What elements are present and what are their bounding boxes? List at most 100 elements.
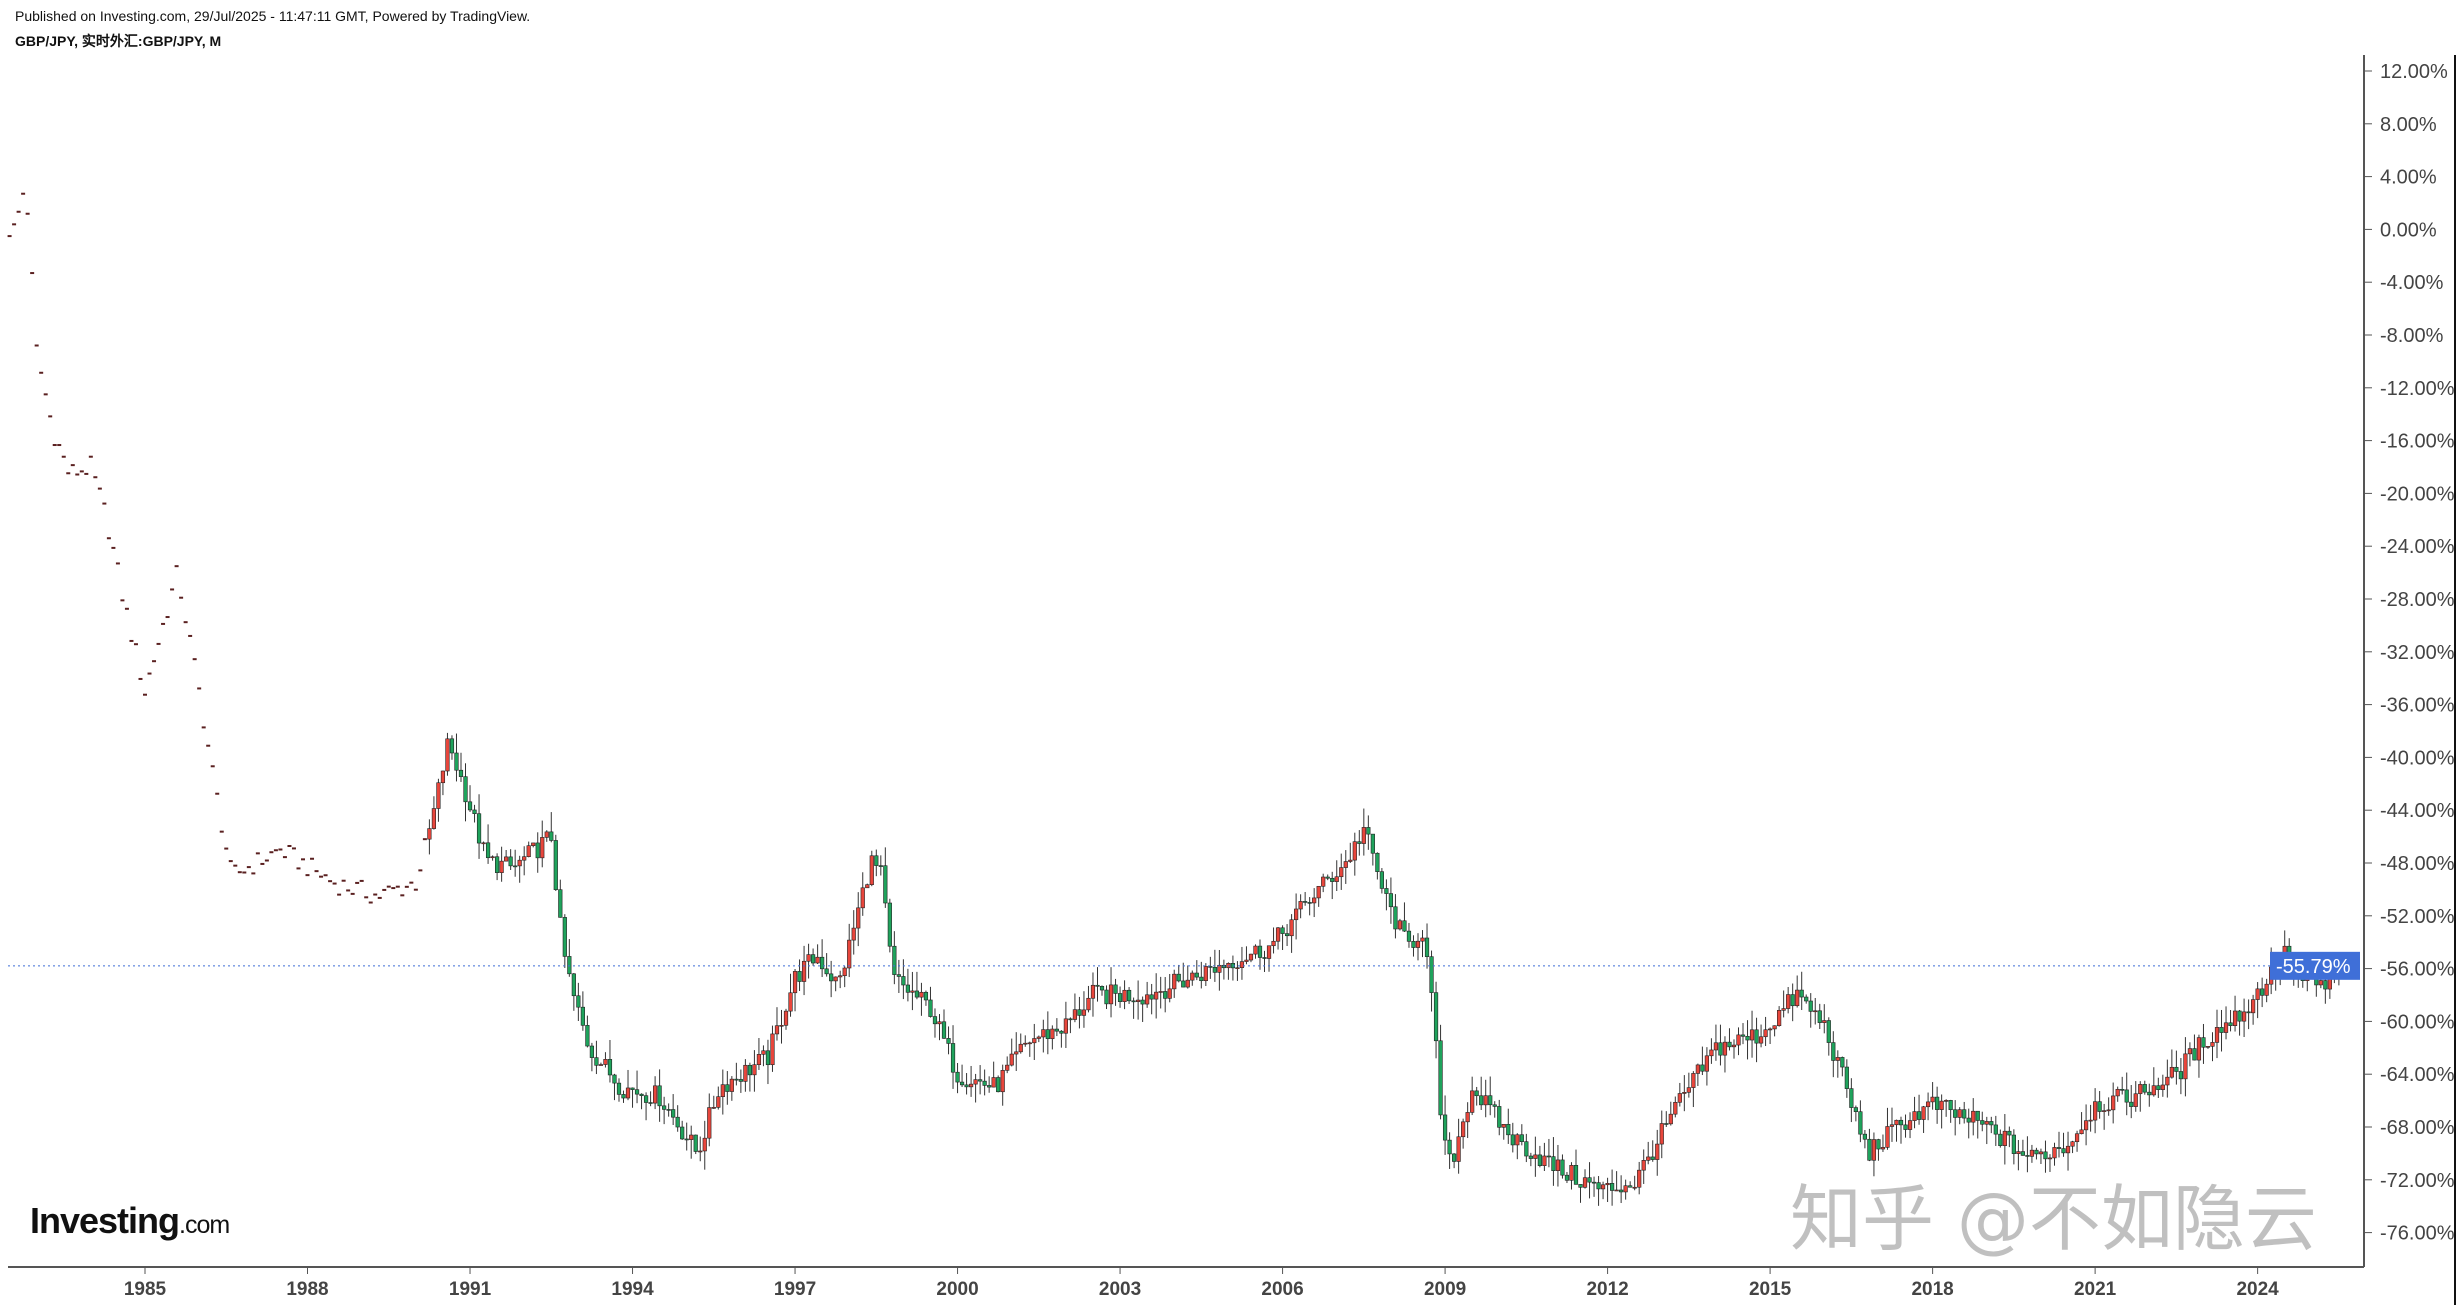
candle-up: [1871, 1139, 1877, 1161]
candle-up: [968, 1083, 974, 1088]
candle-up: [851, 927, 856, 941]
candle-up: [707, 1107, 712, 1139]
candle-up: [1600, 1184, 1606, 1190]
candle-up: [1420, 937, 1425, 942]
y-tick-label: -28.00%: [2380, 589, 2455, 611]
candle-down: [1424, 937, 1430, 957]
candle-up: [1655, 1143, 1660, 1160]
candle-up: [847, 939, 852, 969]
candle-down: [1528, 1155, 1533, 1159]
candle-down: [1596, 1182, 1601, 1190]
candle-up: [1582, 1177, 1588, 1188]
candle-down: [1054, 1028, 1059, 1032]
candle-up: [2029, 1149, 2035, 1157]
candle-down: [725, 1084, 730, 1092]
candle-down: [1664, 1123, 1669, 1125]
candle-up: [788, 992, 793, 1012]
candle-up: [2002, 1130, 2007, 1146]
candle-down: [1975, 1110, 1980, 1121]
candle-up: [2169, 1066, 2174, 1078]
candle-down: [878, 865, 883, 867]
candle-down: [810, 954, 816, 964]
candle-down: [2219, 1027, 2224, 1033]
candle-down: [2323, 980, 2328, 990]
candle-up: [625, 1087, 631, 1099]
candle-down: [2120, 1088, 2125, 1091]
candle-down: [1194, 972, 1199, 978]
candle-down: [1993, 1124, 1998, 1135]
x-tick-label: 2021: [2074, 1279, 2117, 1300]
candle-up: [1009, 1053, 1014, 1066]
candle-down: [589, 1045, 595, 1058]
candle-down: [1140, 999, 1145, 1005]
y-tick-label: -24.00%: [2380, 536, 2455, 558]
candle-down: [1099, 986, 1105, 991]
candle-down: [1537, 1154, 1542, 1166]
candle-up: [440, 770, 446, 784]
x-tick-label: 2000: [936, 1279, 978, 1300]
candle-up: [1930, 1096, 1935, 1103]
x-tick-label: 2018: [1911, 1279, 1953, 1300]
candle-down: [820, 956, 825, 970]
candle-down: [1551, 1156, 1556, 1171]
candle-up: [1605, 1183, 1610, 1186]
candle-up: [1108, 984, 1114, 1005]
y-tick-label: -68.00%: [2380, 1117, 2455, 1139]
y-tick-label: -56.00%: [2380, 959, 2455, 981]
candle-up: [1894, 1119, 1899, 1126]
y-tick-label: -16.00%: [2380, 431, 2455, 453]
y-tick-label: 8.00%: [2380, 114, 2437, 136]
candle-up: [1239, 961, 1245, 968]
candle-down: [1357, 841, 1362, 844]
candle-down: [1849, 1088, 1854, 1108]
y-tick-label: -8.00%: [2380, 325, 2444, 347]
x-tick-label: 2009: [1424, 1279, 1466, 1300]
candle-down: [476, 813, 482, 844]
candle-up: [1822, 1020, 1827, 1023]
candle-up: [1348, 859, 1353, 862]
candle-down: [1280, 927, 1285, 934]
candle-down: [2124, 1089, 2129, 1103]
candle-down: [1560, 1159, 1565, 1176]
candle-down: [2174, 1066, 2179, 1072]
candle-down: [553, 840, 558, 890]
candle-down: [1573, 1165, 1579, 1185]
candle-up: [1266, 945, 1272, 959]
candle-up: [2102, 1110, 2107, 1112]
x-axis-ticks: 1985 1988 1991 1994 1997 2000 2003 2006 2009 2012…: [124, 1267, 2279, 1300]
candle-down: [630, 1087, 635, 1090]
candle-down: [1745, 1035, 1750, 1041]
candle-up: [1637, 1169, 1642, 1188]
candle-up: [2165, 1076, 2170, 1086]
candle-down: [643, 1095, 649, 1103]
candle-down: [1858, 1111, 1863, 1135]
candle-down: [1610, 1183, 1615, 1191]
y-tick-label: 0.00%: [2380, 219, 2437, 241]
candle-up: [2093, 1101, 2098, 1121]
candle-up: [1027, 1042, 1032, 1045]
candle-down: [567, 956, 572, 975]
candle-down: [1325, 876, 1330, 879]
candle-up: [1172, 973, 1177, 990]
candle-up: [2138, 1084, 2143, 1095]
x-tick-label: 1991: [449, 1279, 492, 1300]
candle-up: [1569, 1165, 1574, 1181]
candle-up: [1154, 991, 1159, 1000]
candle-up: [1018, 1043, 1023, 1053]
candle-down: [1479, 1095, 1484, 1106]
candle-down: [955, 1071, 960, 1083]
candle-down: [2178, 1071, 2183, 1080]
candle-down: [1510, 1134, 1515, 1146]
candle-up: [1704, 1055, 1710, 1072]
candle-up: [2074, 1133, 2080, 1143]
y-tick-label: 12.00%: [2380, 61, 2448, 83]
candle-up: [752, 1064, 757, 1076]
candle-up: [1352, 841, 1357, 861]
candle-down: [2228, 1022, 2233, 1026]
candle-up: [1921, 1106, 1926, 1120]
candle-up: [806, 954, 811, 962]
y-tick-label: -36.00%: [2380, 695, 2455, 717]
candle-up: [1158, 991, 1163, 993]
candle-up: [1736, 1034, 1741, 1046]
